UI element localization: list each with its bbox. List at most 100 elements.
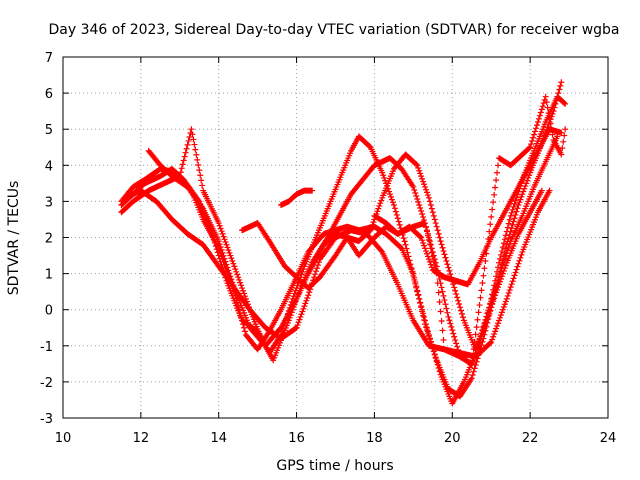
data-point (501, 236, 508, 243)
data-point (313, 268, 320, 275)
data-point (415, 199, 422, 206)
data-point (229, 257, 236, 264)
data-point (531, 131, 538, 138)
data-point (186, 134, 193, 141)
data-point (221, 236, 228, 243)
data-point (445, 264, 452, 271)
data-point (241, 324, 248, 331)
data-point (453, 291, 460, 298)
data-point (390, 202, 397, 209)
data-point (436, 299, 443, 306)
data-point (210, 236, 217, 243)
data-point (220, 252, 227, 259)
data-point (428, 205, 435, 212)
data-point (235, 274, 242, 281)
data-point (479, 327, 486, 334)
data-point (391, 205, 398, 212)
y-tick-label: 0 (45, 304, 53, 319)
data-point (311, 274, 318, 281)
data-point (487, 340, 494, 347)
data-point (429, 253, 436, 260)
data-point (292, 325, 299, 332)
data-point (394, 215, 401, 222)
data-point (558, 151, 565, 158)
data-point (429, 209, 436, 216)
data-point (436, 368, 443, 375)
data-point (433, 358, 440, 365)
data-point (509, 206, 516, 213)
data-point (546, 187, 553, 194)
data-point (211, 239, 218, 246)
data-point (511, 215, 518, 222)
data-point (480, 272, 487, 279)
data-point (217, 243, 224, 250)
data-point (508, 209, 515, 216)
data-point (435, 365, 442, 372)
data-point (374, 208, 381, 215)
data-point (182, 149, 189, 156)
data-point (294, 322, 301, 329)
data-point (406, 257, 413, 264)
data-point (469, 353, 476, 360)
data-point (177, 169, 184, 176)
data-point (188, 126, 195, 133)
data-point (538, 187, 545, 194)
data-point (196, 167, 203, 174)
y-tick-label: 7 (45, 51, 53, 66)
data-point (470, 368, 477, 375)
data-point (368, 224, 375, 231)
data-point (557, 82, 564, 89)
data-point (416, 167, 423, 174)
data-point (438, 284, 445, 291)
data-point (454, 294, 461, 301)
data-point (486, 304, 493, 311)
data-point (392, 208, 399, 215)
data-point (237, 279, 244, 286)
data-point (546, 115, 553, 122)
data-point (443, 257, 450, 264)
data-point (419, 237, 426, 244)
data-point (439, 244, 446, 251)
data-point (493, 289, 500, 296)
data-point (482, 319, 489, 326)
data-point (425, 256, 432, 263)
data-point (474, 316, 481, 323)
data-point (532, 128, 539, 135)
data-point (440, 336, 447, 343)
data-point (428, 249, 435, 256)
data-point (480, 324, 487, 331)
data-point (183, 145, 190, 152)
data-point (488, 213, 495, 220)
data-point (490, 286, 497, 293)
data-point (223, 261, 230, 268)
data-point (386, 188, 393, 195)
data-point (430, 252, 437, 259)
data-point (508, 281, 515, 288)
y-tick-label: 1 (45, 268, 53, 283)
data-point (312, 271, 319, 278)
data-point (495, 320, 502, 327)
data-point (503, 295, 510, 302)
data-point (496, 281, 502, 288)
data-point (388, 196, 395, 203)
data-point (423, 186, 430, 193)
data-point (494, 268, 501, 275)
data-point (499, 244, 506, 251)
data-point (496, 278, 503, 285)
data-point (423, 321, 430, 328)
data-point (425, 236, 432, 243)
data-point (503, 228, 510, 235)
data-point (298, 271, 305, 278)
data-point (562, 100, 569, 107)
data-point (478, 330, 485, 337)
data-point (300, 266, 307, 273)
data-point (417, 233, 424, 240)
data-point (497, 251, 504, 258)
data-point (478, 287, 485, 294)
y-tick-label: 4 (45, 159, 53, 174)
data-point (415, 292, 422, 299)
x-tick-label: 24 (600, 431, 617, 446)
data-point (484, 243, 491, 250)
data-point (433, 223, 440, 230)
data-point (440, 248, 447, 255)
